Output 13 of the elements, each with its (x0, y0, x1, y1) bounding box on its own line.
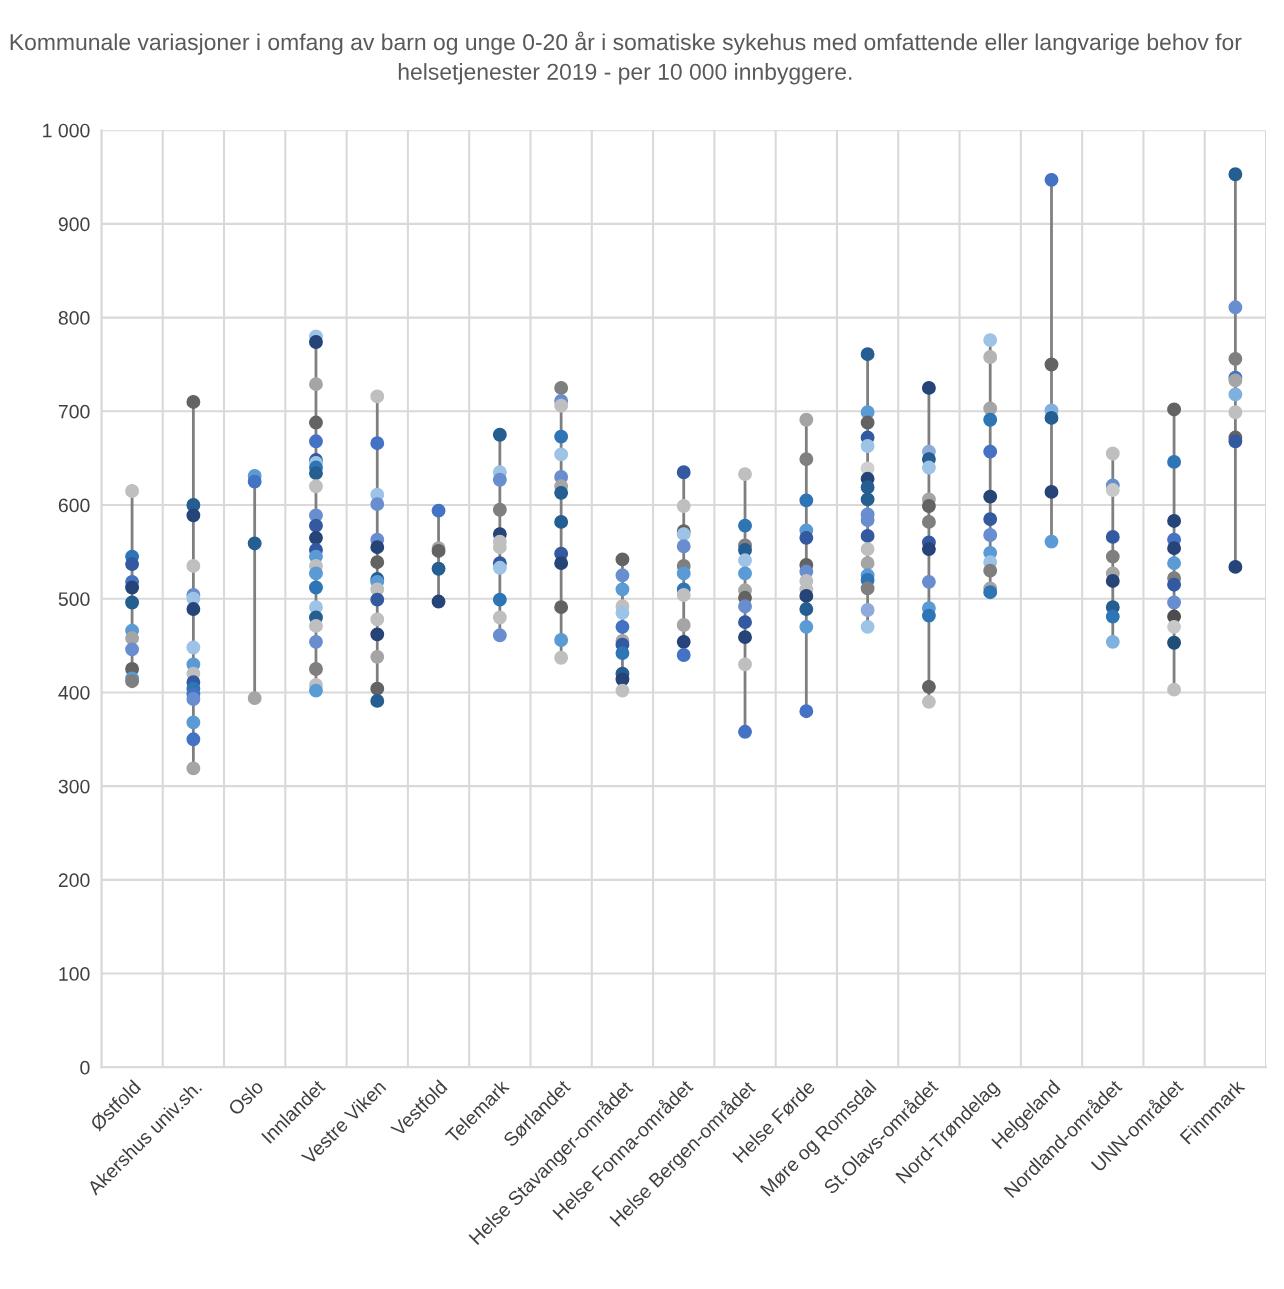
y-tick-label: 300 (58, 779, 90, 794)
y-tick-label: 0 (80, 1060, 90, 1075)
y-tick-label: 600 (58, 498, 90, 513)
y-tick-label: 1 000 (43, 123, 90, 138)
y-tick-label: 800 (58, 311, 90, 325)
y-tick-label: 100 (59, 967, 90, 981)
x-tick-label: Oslo (227, 1078, 265, 1117)
y-tick-label: 400 (58, 685, 90, 700)
y-tick-label: 200 (58, 873, 90, 888)
y-tick-label: 900 (58, 217, 90, 232)
y-tick-label: 700 (58, 404, 90, 419)
y-tick-label: 500 (58, 592, 90, 606)
chart-title: Kommunale variasjoner i omfang av barn og unge 0-20 år i somatiske sykehus med omfattende eller langvarige behov for helsetjenester 2019 - per 10 000 innbyggere. (10, 31, 1242, 85)
